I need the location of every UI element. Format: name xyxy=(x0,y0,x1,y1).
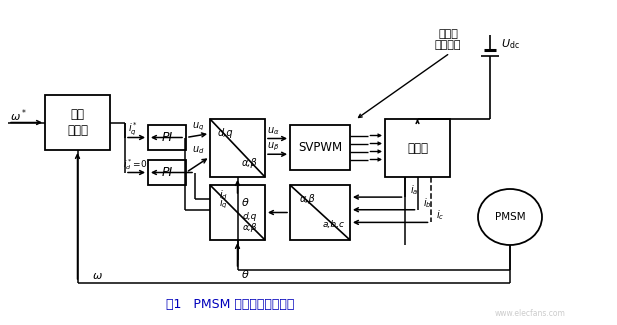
Bar xyxy=(148,160,186,185)
Text: d,q: d,q xyxy=(242,213,257,221)
Text: www.elecfans.com: www.elecfans.com xyxy=(495,308,565,318)
Text: 开关管: 开关管 xyxy=(438,29,458,39)
Text: $u_d$: $u_d$ xyxy=(192,144,204,156)
Text: $i_a$: $i_a$ xyxy=(410,183,419,197)
Bar xyxy=(290,185,350,240)
Text: α,β: α,β xyxy=(300,194,316,204)
Text: $i_q^*$: $i_q^*$ xyxy=(128,121,138,138)
Text: $i_c$: $i_c$ xyxy=(436,209,445,222)
Text: d,q: d,q xyxy=(218,128,233,138)
Text: $\theta$: $\theta$ xyxy=(241,196,250,208)
Text: SVPWM: SVPWM xyxy=(298,141,342,154)
Text: 转速: 转速 xyxy=(70,108,85,121)
Text: α,β: α,β xyxy=(242,223,257,232)
Text: $U_{\rm dc}$: $U_{\rm dc}$ xyxy=(500,37,520,51)
Text: 控制器: 控制器 xyxy=(67,124,88,137)
Text: 图1   PMSM 矢量控制系统框图: 图1 PMSM 矢量控制系统框图 xyxy=(166,298,294,311)
Text: $i_q$: $i_q$ xyxy=(220,197,228,212)
Text: PI: PI xyxy=(162,131,173,144)
Text: $\omega$: $\omega$ xyxy=(92,271,103,281)
Bar xyxy=(290,125,350,170)
Text: 逆变器: 逆变器 xyxy=(407,141,428,154)
Text: $i_d^*\!=\!0$: $i_d^*\!=\!0$ xyxy=(123,157,147,172)
Text: a,b,c: a,b,c xyxy=(322,220,344,229)
Text: $\theta$: $\theta$ xyxy=(241,268,250,280)
Text: $u_\beta$: $u_\beta$ xyxy=(267,141,279,153)
Text: PI: PI xyxy=(162,166,173,179)
Bar xyxy=(385,119,450,177)
Text: α,β: α,β xyxy=(242,158,257,167)
Text: PMSM: PMSM xyxy=(495,212,525,222)
Text: $\omega^*$: $\omega^*$ xyxy=(9,107,27,124)
Bar xyxy=(210,185,265,240)
Text: $u_q$: $u_q$ xyxy=(192,120,204,133)
Text: $i_d$: $i_d$ xyxy=(219,188,228,202)
Bar xyxy=(45,95,110,150)
Bar xyxy=(148,125,186,150)
Text: $u_\alpha$: $u_\alpha$ xyxy=(267,125,280,137)
Text: $i_b$: $i_b$ xyxy=(423,196,432,210)
Text: 驱动信号: 驱动信号 xyxy=(435,40,462,50)
Bar xyxy=(210,119,265,177)
